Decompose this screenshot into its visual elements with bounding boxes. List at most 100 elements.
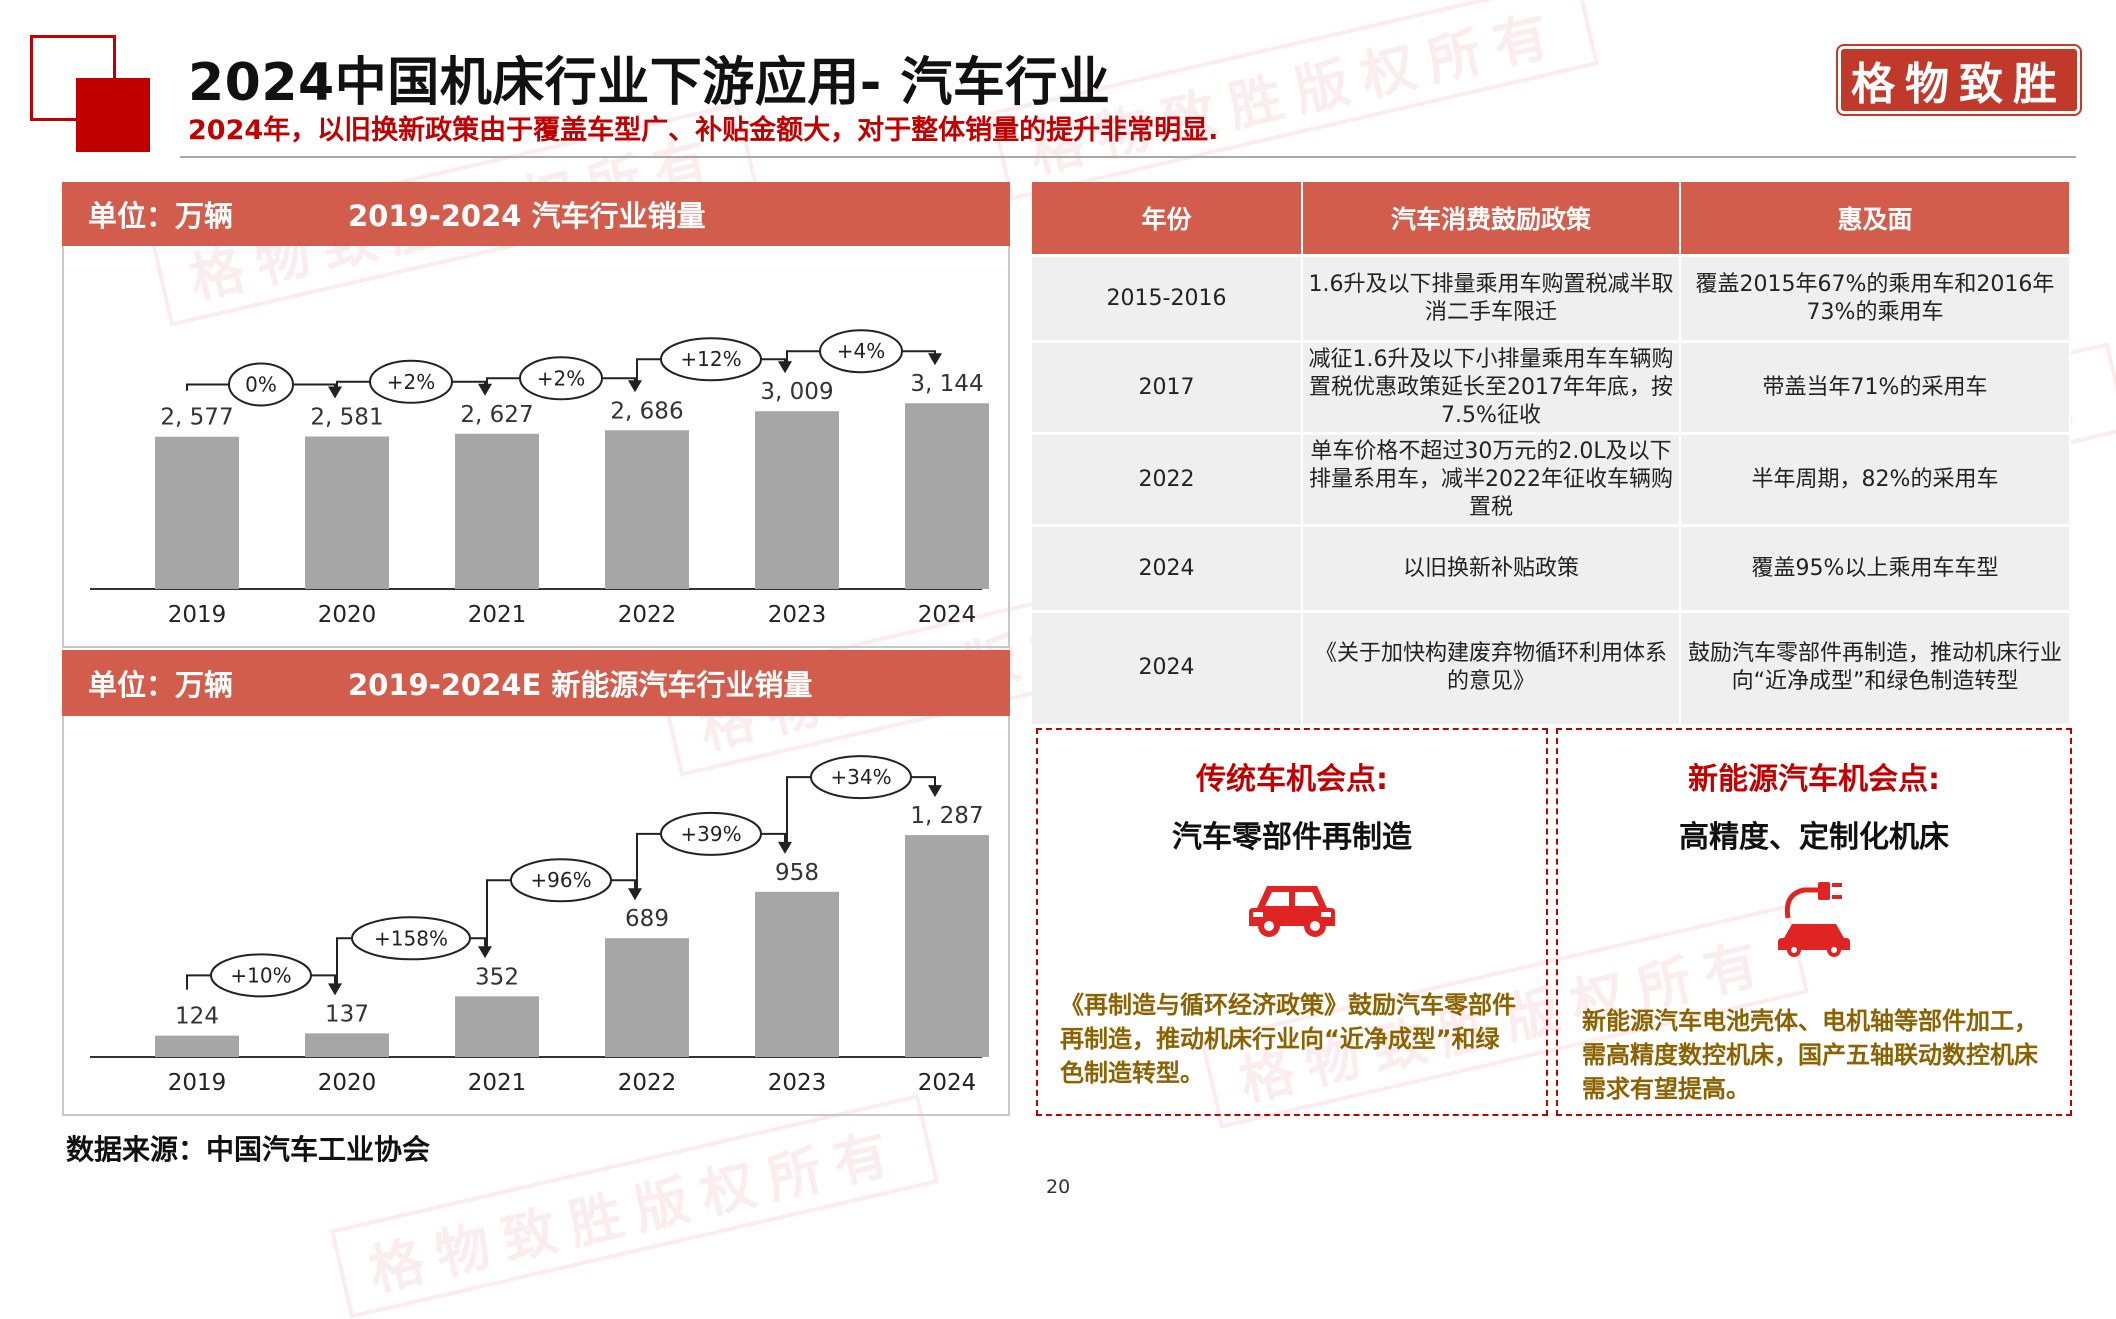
table-cell-policy: 减征1.6升及以下小排量乘用车车辆购置税优惠政策延长至2017年年底，按7.5%… [1302, 340, 1681, 434]
opportunity-subtitle: 汽车零部件再制造 [1172, 820, 1412, 855]
bar-2024 [905, 835, 989, 1057]
table-cell-year: 2024 [1032, 610, 1303, 724]
bar-2023 [755, 891, 839, 1057]
growth-arrowhead [628, 380, 642, 393]
growth-bubble [228, 362, 294, 407]
table-cell-coverage: 半年周期，82%的采用车 [1680, 432, 2071, 526]
value-label-2020: 2, 581 [310, 404, 383, 430]
growth-label: +12% [680, 347, 741, 371]
growth-arrowhead [478, 946, 492, 959]
chart1-title: 2019-2024 汽车行业销量 [348, 199, 706, 233]
page-subtitle: 2024年，以旧换新政策由于覆盖车型广、补贴金额大，对于整体销量的提升非常明显. [188, 115, 1219, 146]
tick-label-2023: 2023 [768, 602, 827, 628]
bar-2020 [305, 436, 389, 589]
table-row: 2024 《关于加快构建废弃物循环利用体系的意见》 鼓励汽车零部件再制造，推动机… [1032, 610, 2071, 724]
value-label-2023: 3, 009 [760, 379, 833, 405]
brand-seal-logo: 格物致胜 [1838, 46, 2080, 114]
growth-bubble [660, 337, 762, 382]
tick-label-2023: 2023 [768, 1070, 827, 1096]
value-label-2019: 2, 577 [160, 405, 233, 431]
opportunity-description: 新能源汽车电池壳体、电机轴等部件加工，需高精度数控机床，国产五轴联动数控机床需求… [1582, 1007, 2038, 1103]
opportunity-title: 传统车机会点: [1196, 762, 1388, 797]
chart2-unit: 单位：万辆 [88, 668, 234, 702]
tick-label-2022: 2022 [618, 602, 677, 628]
table-cell-coverage: 覆盖2015年67%的乘用车和2016年73%的乘用车 [1680, 254, 2071, 342]
data-source: 数据来源：中国汽车工业协会 [66, 1133, 431, 1166]
bar-2022 [605, 938, 689, 1057]
table-header-year: 年份 [1032, 182, 1303, 256]
tick-label-2024: 2024 [918, 1070, 977, 1096]
value-label-2021: 2, 627 [460, 402, 533, 428]
growth-arrowhead [778, 841, 792, 854]
chart2-header: 单位：万辆 2019-2024E 新能源汽车行业销量 [62, 650, 1010, 716]
tick-label-2019: 2019 [168, 602, 227, 628]
value-label-2023: 958 [775, 860, 819, 886]
chart2-title: 2019-2024E 新能源汽车行业销量 [348, 668, 813, 702]
tick-label-2024: 2024 [918, 602, 977, 628]
table-row: 2017 减征1.6升及以下小排量乘用车车辆购置税优惠政策延长至2017年年底，… [1032, 340, 2071, 434]
value-label-2024: 1, 287 [910, 803, 983, 829]
tick-label-2020: 2020 [318, 1070, 377, 1096]
value-label-2024: 3, 144 [910, 371, 983, 397]
growth-arrowhead [628, 888, 642, 901]
opportunity-subtitle: 高精度、定制化机床 [1679, 820, 1949, 855]
table-header-row: 年份 汽车消费鼓励政策 惠及面 [1032, 182, 2071, 256]
tick-label-2021: 2021 [468, 602, 527, 628]
bar-2021 [455, 996, 539, 1057]
bar-2022 [605, 430, 689, 589]
growth-bubble [819, 329, 903, 374]
tick-label-2021: 2021 [468, 1070, 527, 1096]
value-label-2022: 2, 686 [610, 398, 683, 424]
growth-label: +4% [837, 339, 886, 363]
header-divider [180, 156, 2076, 158]
growth-bubble [210, 953, 312, 998]
growth-label: +2% [537, 366, 586, 390]
tick-label-2020: 2020 [318, 602, 377, 628]
chart1-header: 单位：万辆 2019-2024 汽车行业销量 [62, 182, 1010, 246]
table-cell-year: 2017 [1032, 340, 1303, 434]
growth-bubble [519, 356, 603, 401]
table-cell-coverage: 覆盖95%以上乘用车车型 [1680, 524, 2071, 612]
table-row: 2024 以旧换新补贴政策 覆盖95%以上乘用车车型 [1032, 524, 2071, 612]
bar-2021 [455, 433, 539, 589]
table-cell-policy: 1.6升及以下排量乘用车购置税减半取消二手车限迁 [1302, 254, 1681, 342]
growth-bubble [369, 359, 453, 404]
tick-label-2019: 2019 [168, 1070, 227, 1096]
opportunity-title: 新能源汽车机会点: [1688, 762, 1940, 797]
table-cell-policy: 以旧换新补贴政策 [1302, 524, 1681, 612]
car-icon [1038, 878, 1546, 944]
table-cell-year: 2024 [1032, 524, 1303, 612]
table-cell-coverage: 鼓励汽车零部件再制造，推动机床行业向“近净成型”和绿色制造转型 [1680, 610, 2071, 724]
growth-arrowhead [928, 785, 942, 798]
table-row: 2015-2016 1.6升及以下排量乘用车购置税减半取消二手车限迁 覆盖201… [1032, 254, 2071, 342]
ev-charging-car-icon [1558, 874, 2070, 962]
bar-2020 [305, 1033, 389, 1057]
growth-label: +2% [387, 370, 436, 394]
value-label-2020: 137 [325, 1001, 369, 1027]
page-title: 2024中国机床行业下游应用- 汽车行业 [188, 53, 1111, 113]
bar-2019 [155, 436, 239, 589]
growth-arrowhead [778, 361, 792, 374]
growth-bubble [660, 811, 762, 856]
value-label-2021: 352 [475, 964, 519, 990]
table-cell-year: 2015-2016 [1032, 254, 1303, 342]
growth-arrowhead [328, 983, 342, 996]
policy-table: 年份 汽车消费鼓励政策 惠及面 2015-2016 1.6升及以下排量乘用车购置… [1032, 182, 2071, 724]
table-header-coverage: 惠及面 [1680, 182, 2071, 256]
bar-2019 [155, 1035, 239, 1057]
growth-arrowhead [928, 353, 942, 366]
logo-square-fill [76, 78, 150, 152]
growth-arrowhead [328, 386, 342, 399]
opportunity-description: 《再制造与循环经济政策》鼓励汽车零部件再制造，推动机床行业向“近净成型”和绿色制… [1060, 991, 1516, 1087]
traditional-car-opportunity-card: 传统车机会点: 汽车零部件再制造 《再制造与循环经济政策》鼓励汽车零部件再制造，… [1036, 728, 1548, 1116]
growth-label: +10% [230, 963, 291, 987]
value-label-2019: 124 [175, 1004, 219, 1030]
growth-bubble [351, 916, 471, 961]
growth-bubble [510, 858, 612, 903]
table-cell-policy: 单车价格不超过30万元的2.0L及以下排量系用车，减半2022年征收车辆购置税 [1302, 432, 1681, 526]
table-header-policy: 汽车消费鼓励政策 [1302, 182, 1681, 256]
nev-opportunity-card: 新能源汽车机会点: 高精度、定制化机床 新能源汽车电池壳体、电机轴等部件加工，需… [1556, 728, 2072, 1116]
growth-label: +39% [680, 822, 741, 846]
growth-arrowhead [478, 383, 492, 396]
growth-label: +158% [374, 926, 448, 950]
